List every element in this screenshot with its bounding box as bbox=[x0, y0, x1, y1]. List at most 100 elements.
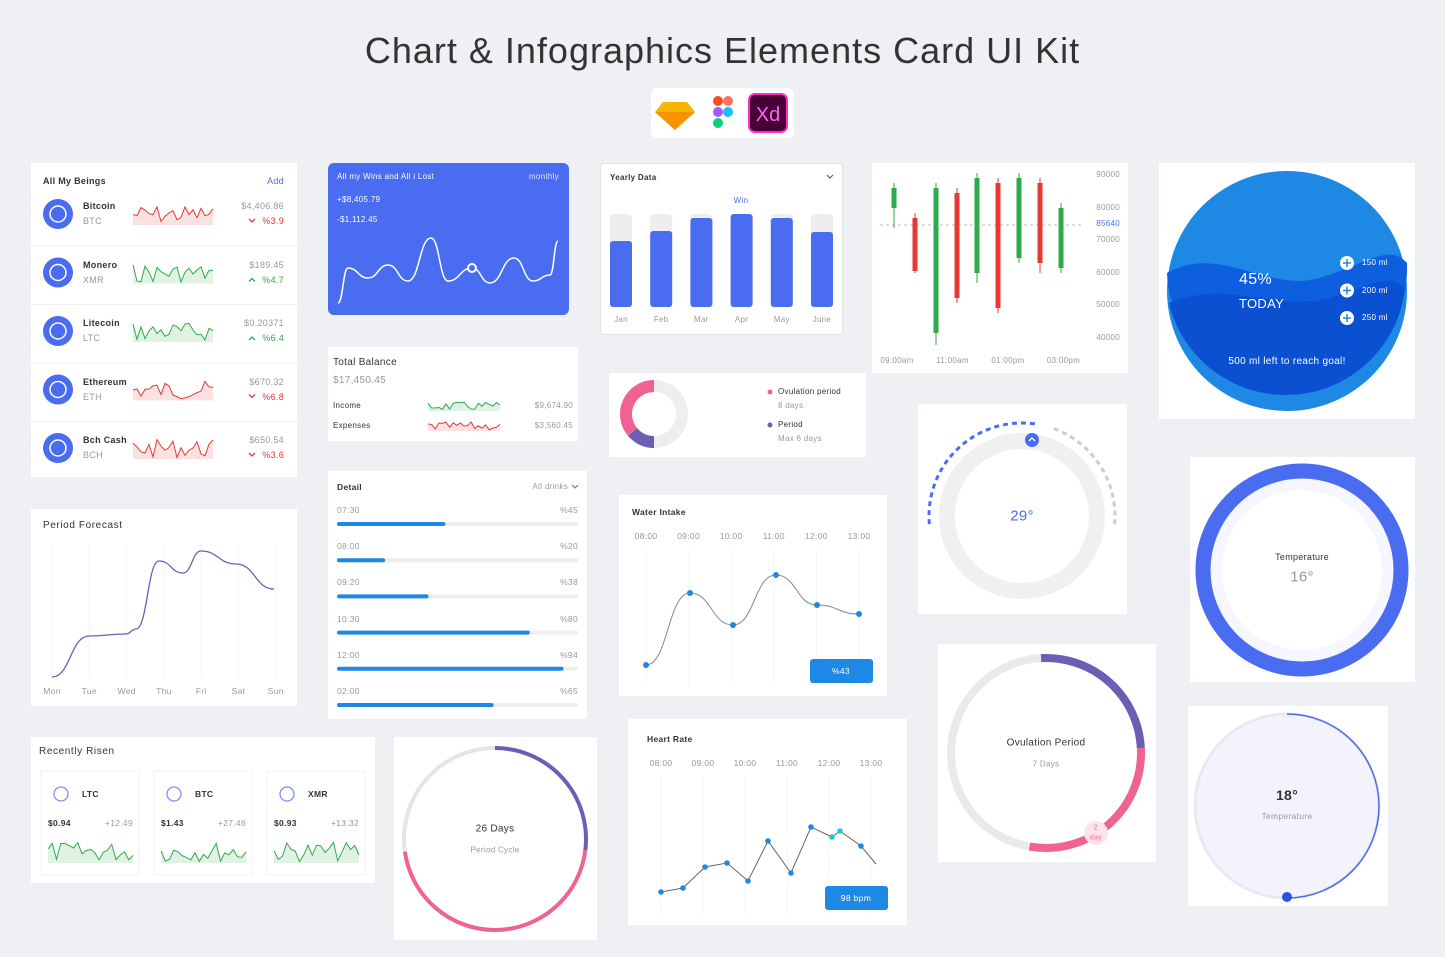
coin-sparkline-area bbox=[133, 264, 213, 284]
card-title: Total Balance bbox=[333, 357, 397, 368]
coin-price: $0.94 bbox=[48, 818, 71, 828]
dial-knob[interactable] bbox=[1025, 433, 1039, 447]
plus-icon bbox=[1343, 286, 1351, 295]
x-tick-label: 09:00am bbox=[880, 356, 914, 365]
option-label: 150 ml bbox=[1362, 258, 1388, 267]
coin-symbol: XMR bbox=[308, 789, 328, 799]
heart-dot bbox=[658, 889, 664, 895]
bar bbox=[690, 218, 713, 307]
plus-icon bbox=[1343, 314, 1351, 322]
candle-body bbox=[995, 183, 1001, 308]
y-tick-label: 80000 bbox=[1096, 203, 1120, 212]
balance-card: Total Balance $17,450.45 Income $9,674.90 Ex… bbox=[328, 347, 578, 441]
coin-icon bbox=[43, 433, 73, 463]
water-intake-card-graphics bbox=[643, 550, 873, 685]
coin-icon-ring bbox=[49, 322, 67, 340]
coin-icon bbox=[53, 786, 69, 802]
coin-change: %4.7 bbox=[262, 274, 284, 285]
y-tick-label: 60000 bbox=[1096, 268, 1120, 277]
day-label: Sun bbox=[267, 686, 284, 696]
period-selector[interactable]: monthly bbox=[528, 172, 559, 181]
knob-chevron bbox=[1028, 437, 1036, 442]
cycle-card: 26 Days Period Cycle bbox=[394, 737, 597, 940]
progress-bar bbox=[337, 666, 564, 671]
yearly-card: Yearly Data Win Jan Feb Mar Apr May June bbox=[600, 163, 843, 335]
candle-body bbox=[891, 188, 897, 208]
coin-name: Ethereum bbox=[83, 376, 127, 387]
heart-dot bbox=[858, 843, 864, 849]
change-arrow bbox=[248, 277, 256, 282]
coin-price: $650.54 bbox=[249, 435, 284, 445]
water-goal-card: 45% TODAY 150 ml 200 ml 250 ml 500 ml left to… bbox=[1159, 163, 1415, 419]
heart-dot bbox=[680, 885, 686, 891]
coin-price: $4,406.86 bbox=[241, 201, 284, 211]
row-percent: %45 bbox=[560, 505, 578, 515]
temp-inner bbox=[1222, 490, 1382, 650]
month-label: Jan bbox=[614, 315, 628, 324]
add-button[interactable]: Add bbox=[267, 176, 284, 186]
dial-card-graphics bbox=[927, 421, 1117, 599]
card-title: Yearly Data bbox=[610, 173, 657, 182]
change-arrow bbox=[248, 394, 256, 399]
candle-body bbox=[1016, 178, 1022, 258]
ring-purple bbox=[1040, 654, 1145, 749]
badge bbox=[825, 886, 888, 910]
coin-sparkline bbox=[132, 205, 214, 223]
cycle-gray bbox=[402, 746, 496, 856]
xd-logo: Xd bbox=[756, 104, 780, 126]
time-label: 10:00 bbox=[733, 758, 757, 768]
water-goal-card-graphics bbox=[1167, 171, 1408, 411]
temperature-card: Temperature 16° bbox=[1190, 457, 1415, 682]
temp-handle[interactable] bbox=[1282, 892, 1292, 902]
coin-icon bbox=[43, 199, 73, 229]
beings-card: All My Beings Add Bitcoin BTC $4,406.86 %3.9 M… bbox=[31, 163, 297, 477]
coin-sparkline bbox=[132, 438, 214, 460]
progress-bar bbox=[337, 522, 446, 526]
day-label: Thu bbox=[156, 686, 172, 696]
progress-bar bbox=[337, 558, 386, 563]
legend-detail: 8 days bbox=[778, 401, 804, 410]
ovulation-card-graphics bbox=[947, 654, 1145, 852]
month-label: Apr bbox=[734, 315, 749, 324]
badge bbox=[810, 659, 873, 683]
bar bbox=[650, 231, 673, 307]
time-label: 13:00 bbox=[847, 531, 871, 541]
legend-name: Period bbox=[778, 420, 803, 429]
coin-change: +27.46 bbox=[217, 818, 246, 828]
heart-rate-card-graphics bbox=[658, 776, 888, 915]
coin-sparkline-area bbox=[133, 323, 213, 342]
balance-row-label: Income bbox=[333, 401, 362, 410]
time-label: 13:00 bbox=[859, 758, 883, 768]
coin-symbol: XMR bbox=[83, 274, 104, 285]
cycle-days: 26 Days bbox=[475, 823, 515, 835]
coin-sparkline bbox=[273, 841, 360, 863]
bar bbox=[811, 232, 833, 307]
legend-dot bbox=[767, 422, 773, 428]
filter-selector[interactable]: All drinks bbox=[532, 482, 568, 491]
candle-body bbox=[954, 193, 960, 298]
page-title: Chart & Infographics Elements Card UI Ki… bbox=[364, 30, 1081, 71]
donut-segment bbox=[627, 427, 655, 448]
ring-pink bbox=[1028, 747, 1145, 852]
option-label: 200 ml bbox=[1362, 285, 1388, 295]
coin-sparkline-area bbox=[133, 206, 213, 225]
y-tick-label: 50000 bbox=[1096, 300, 1120, 309]
intake-dot bbox=[643, 662, 649, 668]
dial-card: 29° bbox=[918, 404, 1127, 614]
heart-dot bbox=[788, 870, 794, 876]
coin-change: %3.9 bbox=[262, 216, 284, 226]
forecast-card-graphics bbox=[51, 544, 277, 679]
coin-icon bbox=[43, 316, 73, 346]
intake-dot bbox=[814, 602, 820, 608]
progress-bar bbox=[337, 703, 494, 707]
coin-name: Monero bbox=[83, 259, 118, 270]
month-label: Feb bbox=[653, 315, 669, 324]
coin-sparkline bbox=[47, 841, 134, 862]
balance-sparkline-area bbox=[428, 402, 500, 411]
coin-change: +12.49 bbox=[104, 818, 133, 828]
change-arrow bbox=[248, 336, 256, 341]
intake-dot bbox=[730, 622, 736, 628]
temp-small-card-graphics bbox=[1193, 712, 1381, 902]
balance-row-label: Expenses bbox=[333, 421, 371, 430]
balance-card-graphics bbox=[427, 401, 501, 431]
